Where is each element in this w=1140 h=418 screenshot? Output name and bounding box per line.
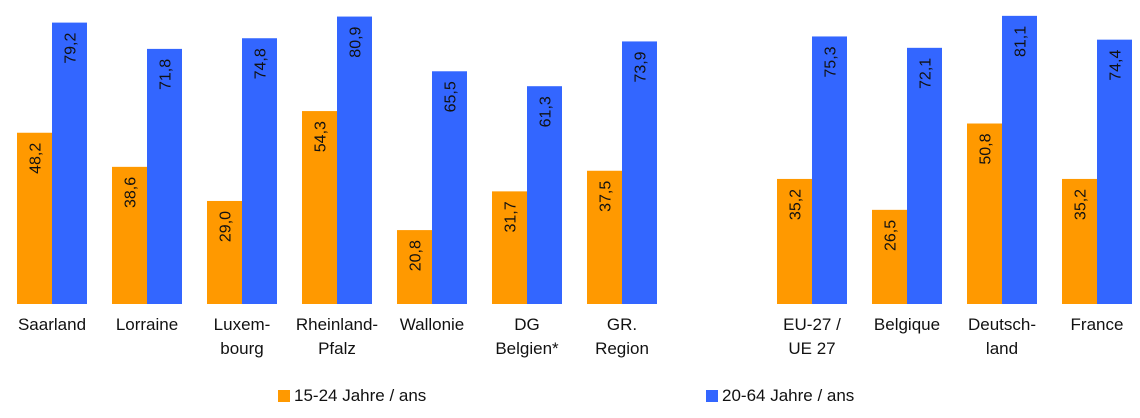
category-label-1-0: Lorraine bbox=[116, 315, 178, 334]
value-label-orange-8: 26,5 bbox=[883, 220, 900, 251]
value-label-orange-1: 38,6 bbox=[123, 177, 140, 208]
category-label-2-0: Luxem- bbox=[214, 315, 271, 334]
value-label-blue-1: 71,8 bbox=[158, 59, 175, 90]
category-label-4-0: Wallonie bbox=[400, 315, 465, 334]
category-label-5-0: DG bbox=[514, 315, 540, 334]
category-label-8-0: Belgique bbox=[874, 315, 940, 334]
value-label-orange-2: 29,0 bbox=[218, 211, 235, 242]
value-label-orange-5: 31,7 bbox=[503, 201, 520, 232]
value-label-blue-5: 61,3 bbox=[538, 96, 555, 127]
value-label-orange-4: 20,8 bbox=[408, 240, 425, 271]
legend-item-15-24: 15-24 Jahre / ans bbox=[278, 386, 426, 406]
value-label-blue-2: 74,8 bbox=[253, 48, 270, 79]
value-label-blue-7: 75,3 bbox=[823, 46, 840, 77]
value-label-blue-6: 73,9 bbox=[633, 51, 650, 82]
value-label-orange-7: 35,2 bbox=[788, 189, 805, 220]
value-label-orange-6: 37,5 bbox=[598, 181, 615, 212]
bar-blue-0 bbox=[52, 23, 87, 304]
value-label-blue-3: 80,9 bbox=[348, 26, 365, 57]
legend-label-15-24: 15-24 Jahre / ans bbox=[294, 386, 426, 406]
category-label-6-1: Region bbox=[595, 339, 649, 358]
legend-swatch-blue bbox=[706, 390, 718, 402]
legend-swatch-orange bbox=[278, 390, 290, 402]
value-label-orange-9: 50,8 bbox=[978, 133, 995, 164]
category-label-7-1: UE 27 bbox=[788, 339, 835, 358]
value-label-orange-3: 54,3 bbox=[313, 121, 330, 152]
category-label-9-0: Deutsch- bbox=[968, 315, 1036, 334]
value-label-orange-0: 48,2 bbox=[28, 143, 45, 174]
bar-blue-9 bbox=[1002, 16, 1037, 304]
category-label-3-1: Pfalz bbox=[318, 339, 356, 358]
value-label-blue-0: 79,2 bbox=[63, 33, 80, 64]
value-label-orange-10: 35,2 bbox=[1073, 189, 1090, 220]
value-label-blue-4: 65,5 bbox=[443, 81, 460, 112]
value-label-blue-10: 74,4 bbox=[1108, 50, 1125, 81]
category-label-7-0: EU-27 / bbox=[783, 315, 841, 334]
legend-label-20-64: 20-64 Jahre / ans bbox=[722, 386, 854, 406]
category-label-6-0: GR. bbox=[607, 315, 637, 334]
value-label-blue-9: 81,1 bbox=[1013, 26, 1030, 57]
category-label-2-1: bourg bbox=[220, 339, 263, 358]
value-labels-group: 48,2 79,2 38,6 71,8 29,0 74,8 54,3 80,9 20,8 65,5… bbox=[28, 26, 1125, 271]
category-label-9-1: land bbox=[986, 339, 1018, 358]
bars-group bbox=[17, 16, 1132, 304]
category-label-5-1: Belgien* bbox=[495, 339, 559, 358]
bar-blue-3 bbox=[337, 17, 372, 304]
category-label-10-0: France bbox=[1071, 315, 1124, 334]
category-label-0-0: Saarland bbox=[18, 315, 86, 334]
category-label-3-0: Rheinland- bbox=[296, 315, 378, 334]
legend-item-20-64: 20-64 Jahre / ans bbox=[706, 386, 854, 406]
category-labels-group: Saarland Lorraine Luxem-bourg Rheinland- Pfa… bbox=[18, 315, 1123, 358]
value-label-blue-8: 72,1 bbox=[918, 58, 935, 89]
